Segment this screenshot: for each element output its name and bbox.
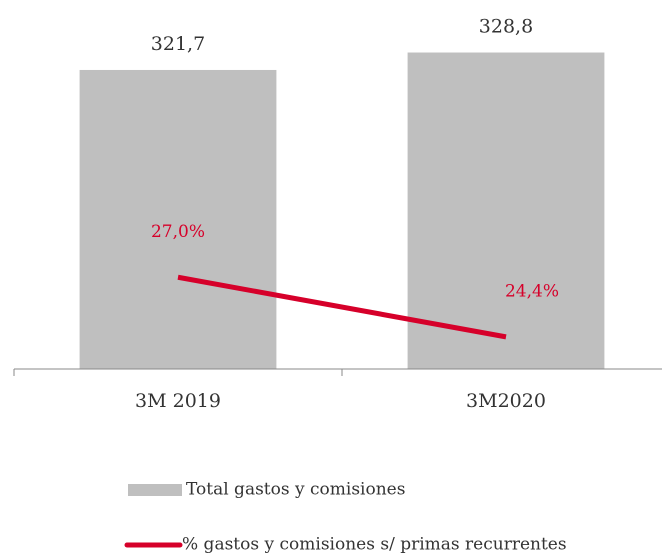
bar: [407, 52, 605, 370]
bar-value-label: 328,8: [479, 16, 533, 38]
x-tick-label: 3M2020: [466, 390, 546, 412]
legend-swatch: [128, 484, 182, 496]
bar-value-label: 321,7: [151, 33, 205, 55]
x-tick-label: 3M 2019: [135, 390, 221, 412]
legend-label: Total gastos y comisiones: [186, 480, 405, 500]
line: [177, 274, 507, 340]
line-value-label: 27,0%: [151, 222, 205, 242]
legend-label: % gastos y comisiones s/ primas recurren…: [182, 535, 567, 554]
line-value-label: 24,4%: [505, 281, 559, 301]
bar: [79, 69, 277, 370]
